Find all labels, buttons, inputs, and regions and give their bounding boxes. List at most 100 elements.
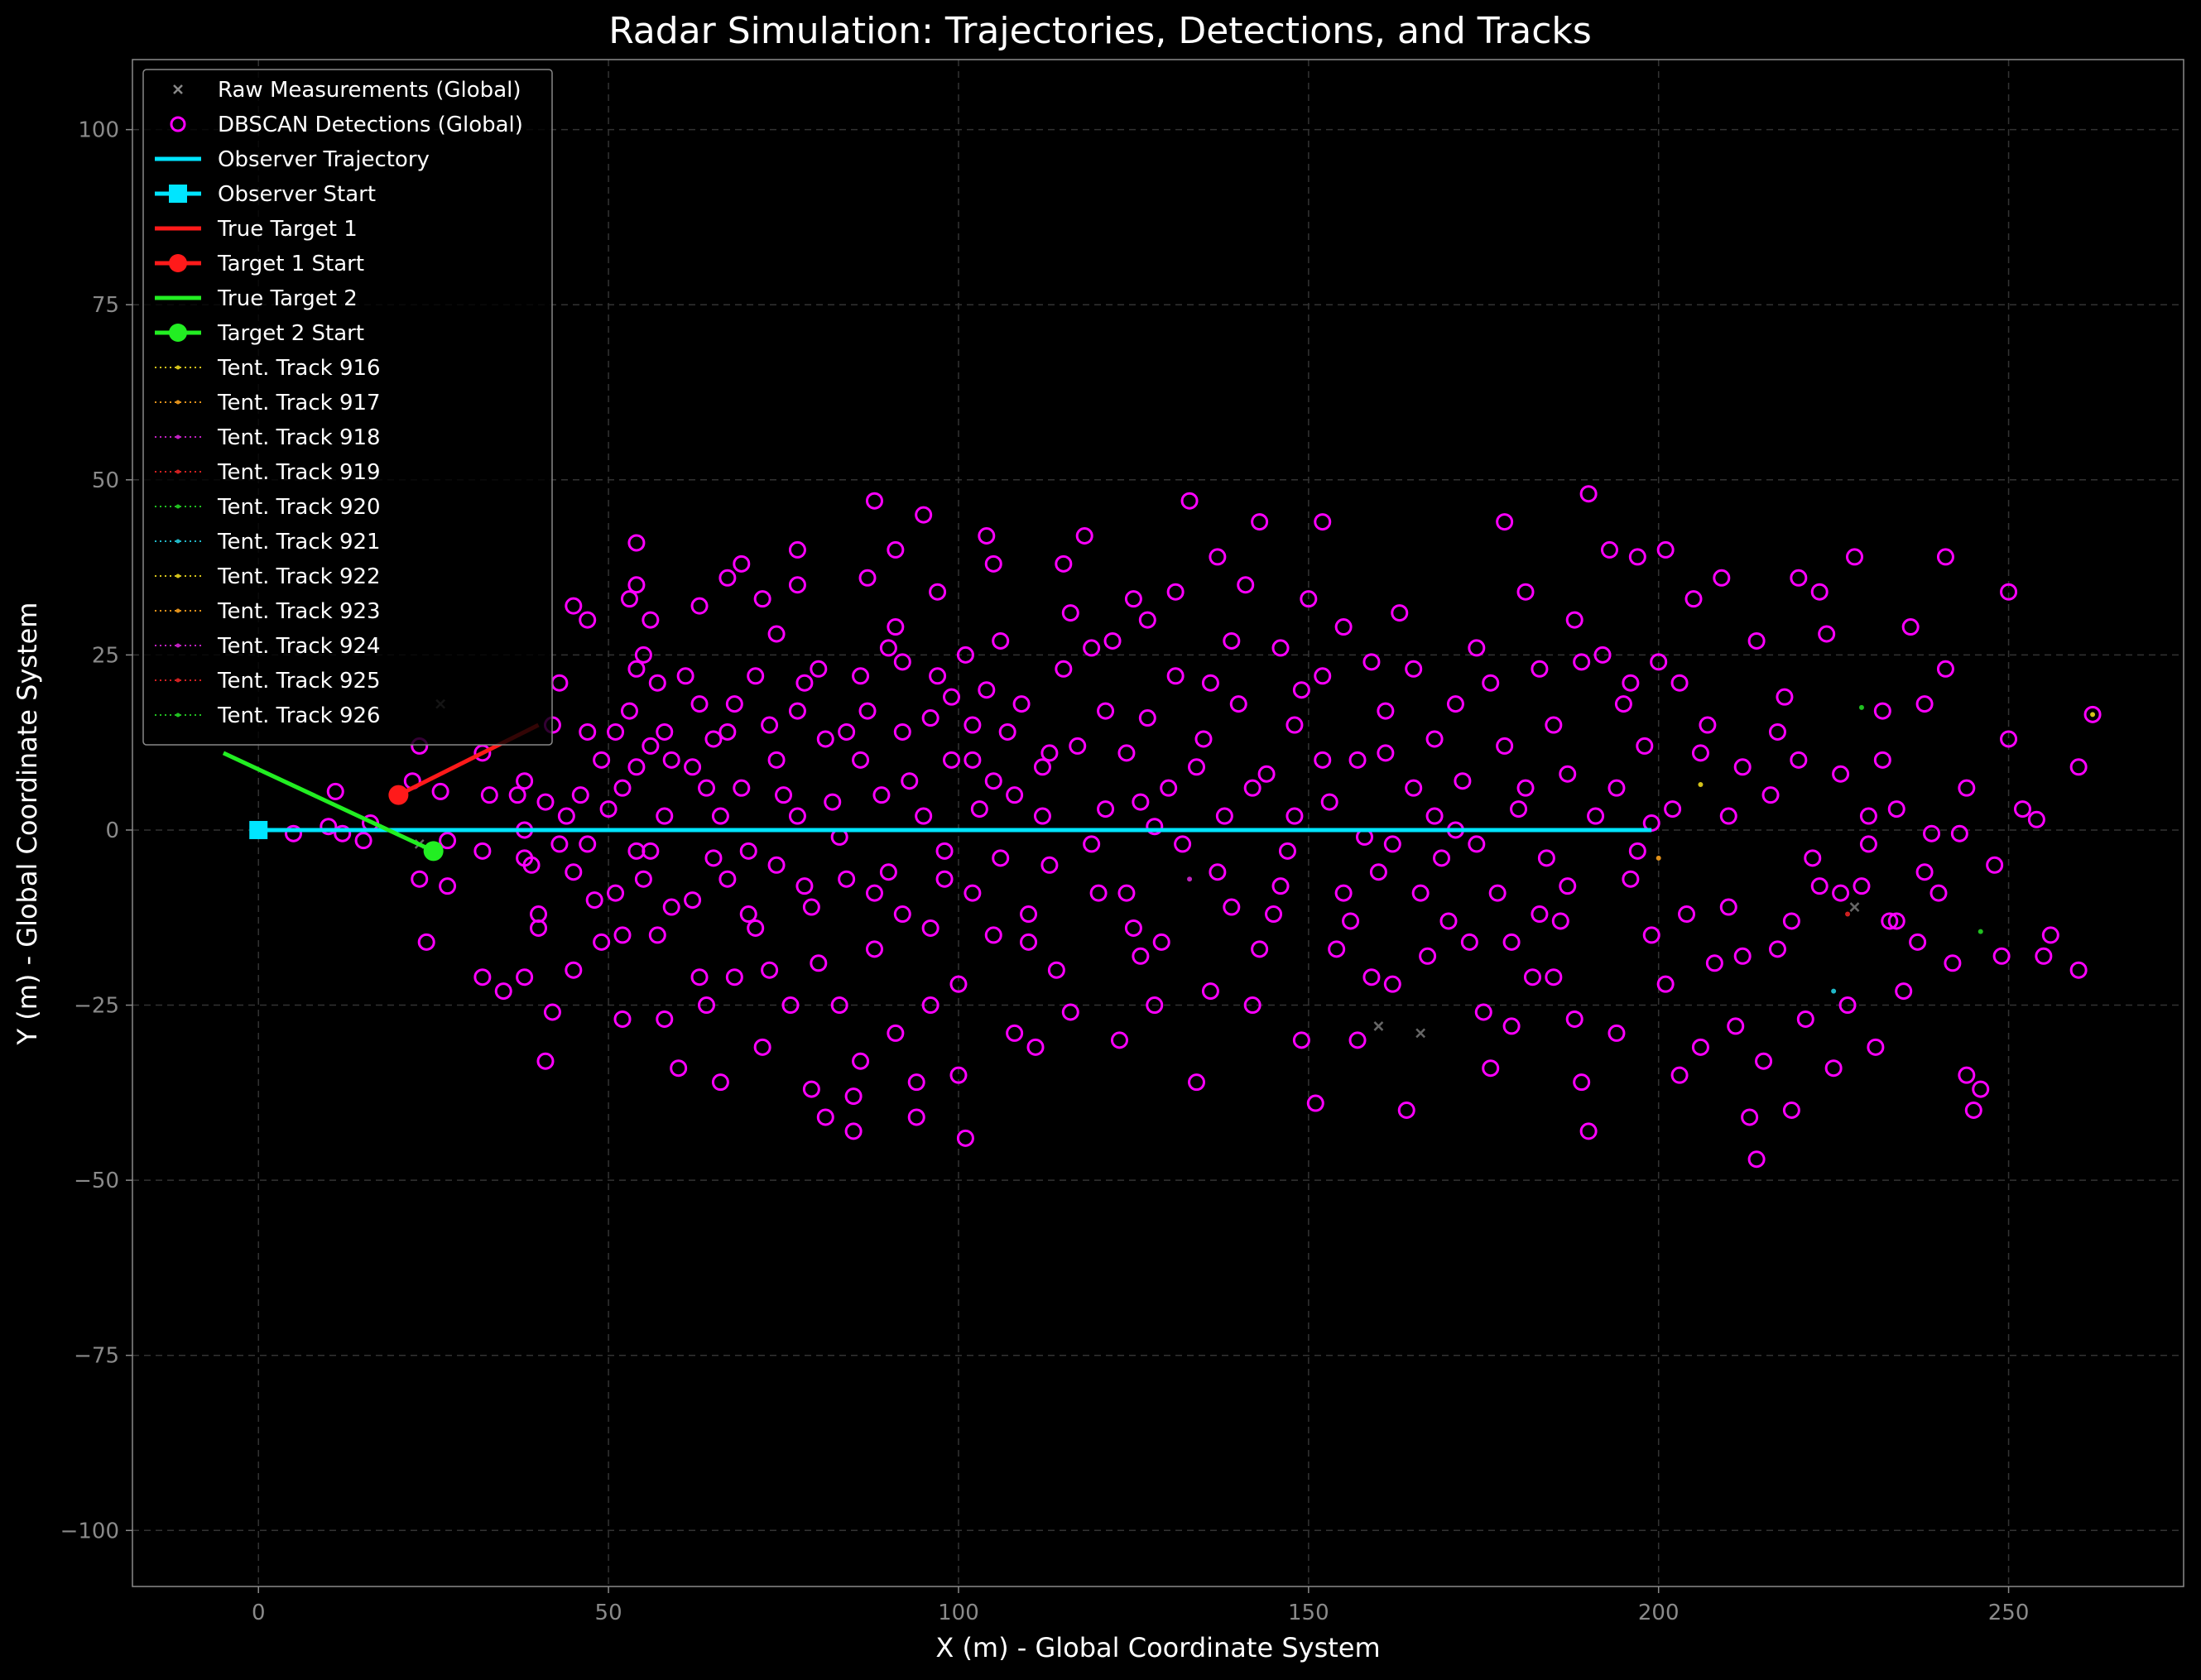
legend-label: Target 1 Start [217,252,364,276]
x-tick-label: 150 [1288,1601,1329,1625]
detection-point [964,884,982,902]
detection-point [1020,933,1038,951]
detection-point [613,926,632,944]
detection-point [1251,940,1269,958]
detection-point [1278,842,1296,860]
tentative-track-points [1187,704,2096,994]
detection-point [1474,1003,1492,1021]
detection-point [1237,576,1255,594]
detection-point [1138,709,1156,727]
detection-point [739,905,757,924]
legend-swatch-raw-measurements-global [173,84,183,94]
detection-point [1600,540,1618,559]
detection-point [1573,653,1591,671]
y-tick-label: 25 [92,643,119,668]
detection-point [1901,618,1920,636]
legend-swatch-dot-tent-track-924 [175,643,180,648]
detection-point [1369,863,1387,881]
detection-point [642,842,660,860]
detection-point [1741,1108,1759,1126]
observer-start-marker [249,820,268,839]
legend-label: Tent. Track 917 [217,391,381,415]
legend-swatch-dot-tent-track-917 [175,400,180,405]
detection-point [1796,1010,1814,1028]
detection-point [1650,653,1668,671]
detection-point [684,891,702,910]
y-axis-label: Y (m) - Global Coordinate System [12,602,43,1046]
detection-point [718,870,737,888]
detection-point [1377,744,1395,762]
detection-point [2000,583,2018,601]
track-point [1656,855,1661,861]
detection-point [1383,835,1401,853]
detection-point [1776,688,1794,706]
detection-point [1468,835,1486,853]
detection-point [1362,968,1381,986]
track-point [1978,929,1983,934]
detection-point [2041,926,2059,944]
detection-point [698,779,716,797]
detection-point [795,674,814,692]
detection-point [1664,800,1682,818]
detection-point [1314,513,1332,531]
detection-point [620,590,638,608]
detection-point [935,842,954,860]
detection-point [893,722,911,741]
detection-point [711,1073,729,1092]
detection-point [1846,548,1864,566]
detection-point [929,667,947,685]
detection-point [656,807,674,825]
legend-swatch-dot-tent-track-916 [175,365,180,370]
detection-point [1209,548,1227,566]
detection-point [613,1010,632,1028]
detection-point [1656,975,1675,993]
detection-point [1691,744,1709,762]
detection-point [1342,912,1360,930]
detection-point [571,786,589,804]
x-tick-label: 250 [1988,1601,2030,1625]
detection-point [1565,611,1583,629]
detection-point [1089,884,1108,902]
detection-point [557,807,575,825]
detection-point [907,1073,925,1092]
detection-point [1551,912,1569,930]
detection-point [684,758,702,776]
detection-point [690,597,709,615]
detection-point [1573,1073,1591,1092]
detection-point [788,540,806,559]
detection-point [1047,961,1065,979]
detection-point [1559,877,1577,895]
detection-point [648,926,666,944]
detection-point [1482,1059,1500,1078]
detection-point [1391,604,1409,622]
detection-point [921,996,940,1015]
plot-frame [132,59,2184,1587]
detection-point [285,824,303,842]
detection-point [1482,674,1500,692]
detection-point [1454,772,1472,790]
detection-point [1306,1094,1324,1112]
detection-point [1670,674,1689,692]
detection-point [579,835,597,853]
detection-point [1545,968,1563,986]
detection-point [887,540,905,559]
detection-point [1166,583,1185,601]
detection-point [1215,807,1233,825]
y-tick-label: 50 [92,468,119,493]
detection-point [634,646,652,664]
detection-point [1292,1031,1310,1049]
detection-point [1397,1101,1415,1119]
detection-point [949,975,968,993]
detection-point [775,786,793,804]
detection-point [838,870,856,888]
start-markers [249,785,444,862]
detection-point [1040,856,1059,874]
detection-point [1790,569,1808,587]
detection-point [2027,810,2045,828]
detection-point [984,926,1002,944]
detection-point [2000,730,2018,748]
detection-point [2083,705,2102,723]
detection-point [607,884,625,902]
detection-point [824,793,842,811]
detection-point [1061,1003,1079,1021]
